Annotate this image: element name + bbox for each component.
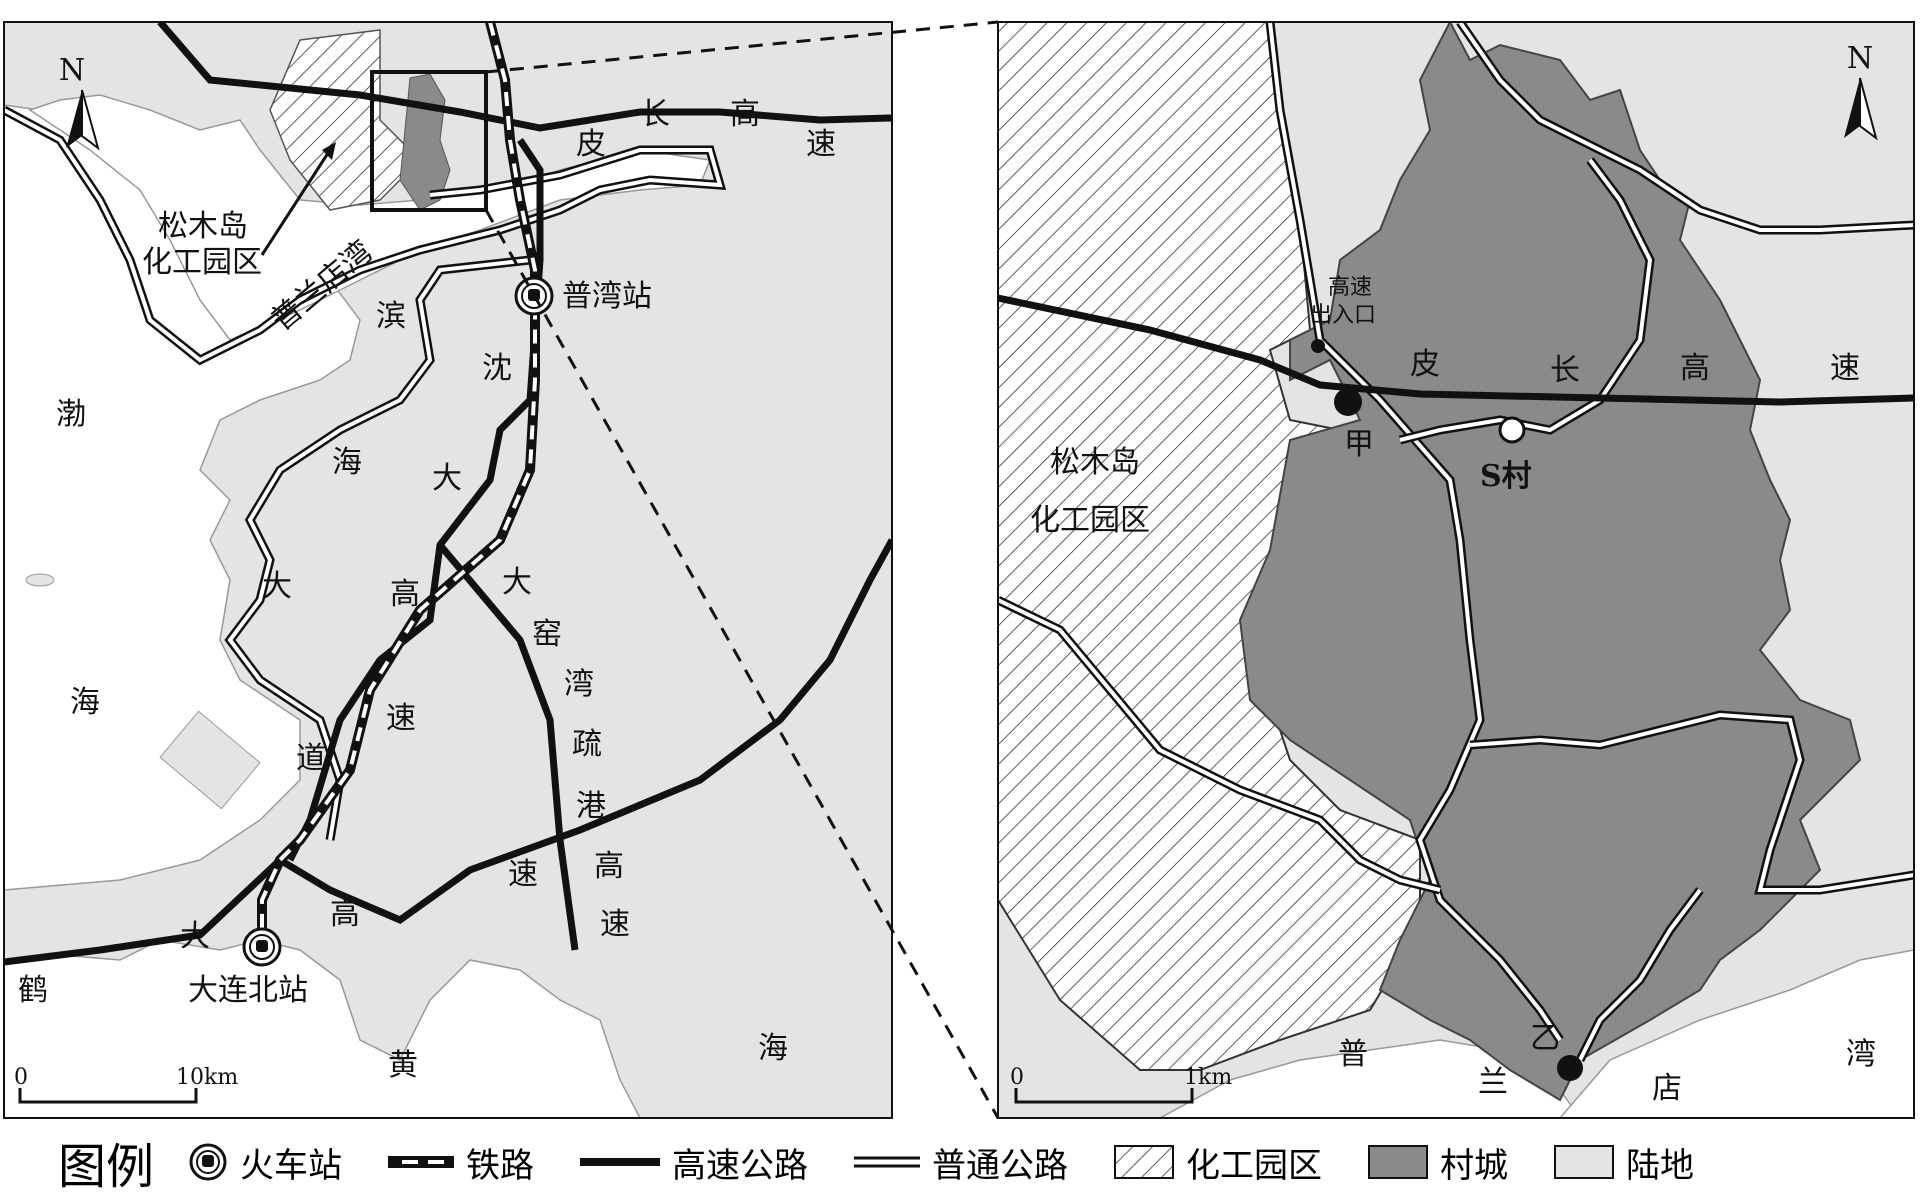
- svg-text:速: 速: [1830, 351, 1860, 386]
- svg-text:高: 高: [1680, 351, 1710, 386]
- expressway-shenda: [286, 138, 544, 862]
- svg-text:湾: 湾: [1846, 1037, 1876, 1072]
- svg-text:普: 普: [1338, 1037, 1368, 1072]
- svg-text:速: 速: [386, 701, 416, 736]
- svg-text:1km: 1km: [1184, 1065, 1232, 1090]
- village-area: [1238, 22, 1862, 1102]
- roads: [998, 22, 1914, 1063]
- point-jia: [1334, 388, 1362, 416]
- svg-text:海: 海: [70, 685, 100, 720]
- inset-box: [370, 70, 488, 212]
- svg-text:滨: 滨: [376, 299, 406, 334]
- label-station-dalian-north: 大连北站: [188, 973, 308, 1008]
- svg-text:疏: 疏: [572, 727, 602, 762]
- svg-text:鹤: 鹤: [18, 973, 48, 1008]
- svg-text:店: 店: [1652, 1071, 1682, 1106]
- land-swatch-icon: [1554, 1145, 1615, 1179]
- island: [25, 573, 55, 587]
- svg-text:高: 高: [594, 849, 624, 884]
- legend-land: 陆地: [1554, 1138, 1694, 1187]
- svg-text:N: N: [59, 53, 85, 88]
- svg-text:海: 海: [332, 445, 362, 480]
- village-swatch-icon: [1368, 1145, 1429, 1179]
- expressway-icon: [580, 1158, 661, 1166]
- legend-expressway: 高速公路: [580, 1138, 808, 1187]
- svg-text:大: 大: [432, 461, 462, 496]
- svg-text:高: 高: [390, 577, 420, 612]
- label-point-jia: 甲: [1344, 427, 1374, 462]
- expressway-dayao: [437, 542, 579, 951]
- island: [159, 710, 261, 810]
- scale-bar-right: 0 1km: [1010, 1065, 1232, 1104]
- point-yi: [1557, 1055, 1583, 1081]
- legend-railway: 铁路: [388, 1138, 534, 1187]
- svg-text:0: 0: [14, 1065, 28, 1090]
- svg-text:皮: 皮: [576, 127, 606, 162]
- svg-text:海: 海: [758, 1031, 788, 1066]
- svg-text:大: 大: [180, 919, 210, 954]
- label-chem-park-2: 化工园区: [1030, 503, 1150, 538]
- label-village-s: S村: [1480, 459, 1532, 494]
- svg-text:大: 大: [262, 569, 292, 604]
- svg-text:0: 0: [1010, 1065, 1024, 1090]
- railway-icon: [388, 1156, 455, 1168]
- hatch-swatch-icon: [1114, 1145, 1175, 1179]
- svg-text:高: 高: [730, 97, 760, 132]
- expressway-heda: [4, 538, 892, 966]
- legend: 图例 火车站 铁路 高速公路 普通公路 化工园区: [58, 1132, 1898, 1195]
- svg-text:N: N: [1847, 41, 1873, 76]
- station-icon: [189, 1143, 227, 1181]
- legend-chem-park: 化工园区: [1114, 1138, 1322, 1187]
- svg-text:速: 速: [806, 127, 836, 162]
- svg-text:10km: 10km: [176, 1065, 238, 1090]
- exit-point: [1311, 339, 1325, 353]
- svg-text:港: 港: [576, 789, 606, 824]
- label-exit-1: 高速: [1328, 275, 1372, 300]
- road-icon: [854, 1156, 921, 1168]
- svg-text:大: 大: [502, 565, 532, 600]
- svg-text:长: 长: [640, 97, 670, 132]
- svg-text:高: 高: [330, 897, 360, 932]
- label-exit-2: 出入口: [1310, 303, 1376, 328]
- village-s-point: [1498, 416, 1526, 444]
- label-chem-park-1: 松木岛: [158, 209, 248, 244]
- scale-bar-left: 0 10km: [14, 1065, 238, 1104]
- north-arrow-right: N: [1844, 41, 1878, 141]
- north-arrow-left: N: [59, 53, 100, 151]
- legend-road: 普通公路: [854, 1138, 1068, 1187]
- chem-park-area: [269, 29, 422, 211]
- svg-text:沈: 沈: [482, 351, 512, 386]
- svg-text:长: 长: [1550, 353, 1580, 388]
- svg-text:渤: 渤: [56, 397, 86, 432]
- station-dalian-north: [242, 927, 282, 967]
- svg-text:道: 道: [296, 741, 326, 776]
- label-point-yi: 乙: [1530, 1021, 1560, 1056]
- right-map: N 松木岛 化工园区 高速 出入口 皮 长 高 速 甲 S村 乙 普 兰 店 湾…: [998, 22, 1914, 1118]
- label-chem-park-2: 化工园区: [142, 245, 262, 280]
- svg-text:黄: 黄: [388, 1048, 418, 1083]
- svg-text:速: 速: [600, 907, 630, 942]
- expressway-pichang: [998, 294, 1914, 406]
- svg-text:窑: 窑: [532, 617, 562, 652]
- svg-text:湾: 湾: [564, 667, 594, 702]
- expressway-pichang: [157, 22, 892, 132]
- legend-village: 村城: [1368, 1138, 1508, 1187]
- svg-text:皮: 皮: [1410, 347, 1440, 382]
- legend-title: 图例: [58, 1139, 155, 1195]
- svg-text:速: 速: [508, 857, 538, 892]
- label-station-puwan: 普湾站: [562, 279, 652, 314]
- legend-station: 火车站: [188, 1138, 342, 1187]
- left-map: N 松木岛 化工园区 普兰店湾 普湾站 大连北站 渤 海 黄 海 皮 长 高 速…: [4, 22, 892, 1118]
- label-chem-park-1: 松木岛: [1050, 445, 1140, 480]
- svg-text:兰: 兰: [1478, 1065, 1508, 1100]
